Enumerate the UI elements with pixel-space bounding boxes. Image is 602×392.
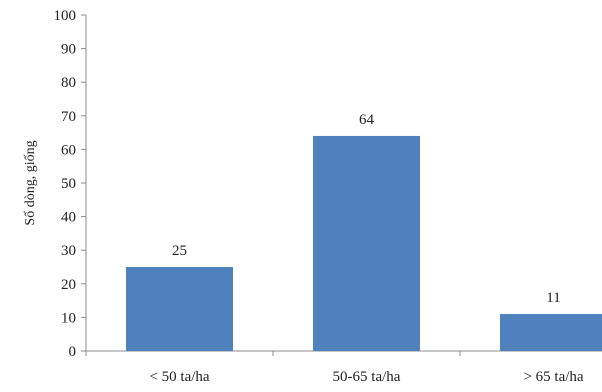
x-axis: < 50 ta/ha 50-65 ta/ha > 65 ta/ha (85, 350, 602, 385)
y-tick-label: 30 (61, 243, 76, 259)
bar (313, 135, 420, 351)
data-labels: 25 64 11 (172, 112, 561, 306)
data-label: 25 (172, 243, 187, 259)
data-label: 64 (359, 112, 375, 128)
bar (126, 267, 233, 351)
data-label: 11 (546, 290, 560, 306)
y-axis-title: Số dòng, giống (23, 140, 38, 225)
bars (126, 135, 602, 351)
y-tick-label: 50 (61, 176, 76, 192)
x-tick-label: 50-65 ta/ha (333, 369, 401, 385)
y-tick-label: 80 (61, 75, 76, 91)
x-tick-label: < 50 ta/ha (149, 369, 209, 385)
y-axis: 0 10 20 30 40 50 60 70 80 90 100 (54, 8, 87, 360)
y-tick-label: 10 (61, 310, 76, 326)
y-tick-label: 90 (61, 42, 76, 58)
y-tick-label: 100 (54, 8, 77, 24)
y-tick-label: 20 (61, 277, 76, 293)
bar (500, 314, 602, 351)
y-tick-label: 60 (61, 142, 76, 158)
y-tick-label: 70 (61, 109, 76, 125)
x-tick-label: > 65 ta/ha (523, 369, 583, 385)
y-tick-label: 0 (69, 344, 77, 360)
y-tick-label: 40 (61, 210, 76, 226)
